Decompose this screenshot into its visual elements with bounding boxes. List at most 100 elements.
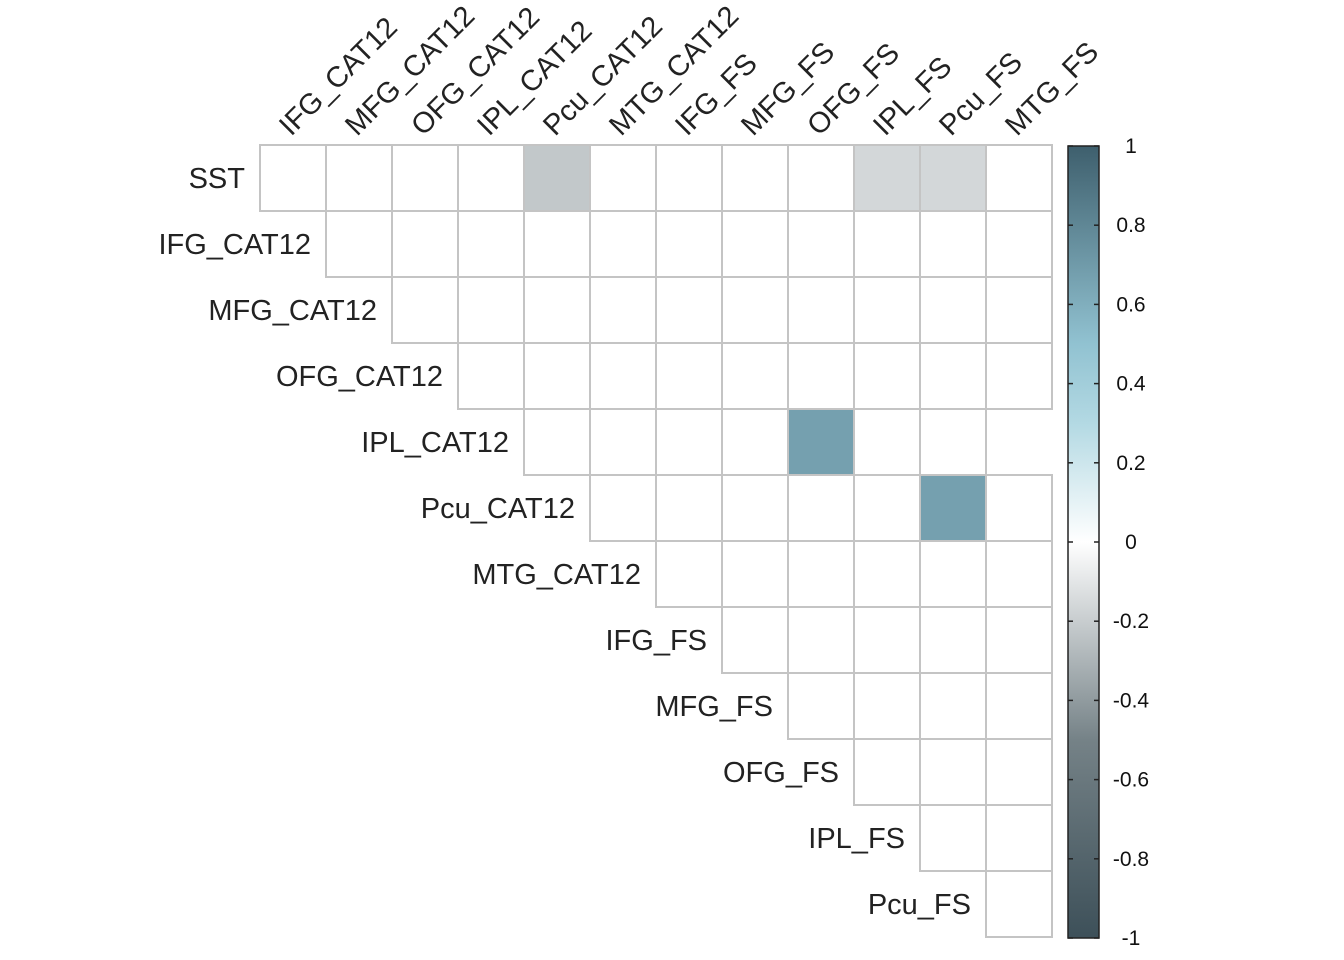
row-label: OFG_FS: [723, 757, 839, 789]
colorbar-ticks: 1 0.8 0.6 0.4 0.2 0 -0.2 -0.4 -0.6 -0.8 -1: [1068, 135, 1149, 950]
row-label: IPL_CAT12: [361, 427, 509, 459]
heatmap-cell: [985, 474, 1053, 542]
heatmap-cell: [655, 474, 723, 542]
heatmap-cell: [985, 738, 1053, 806]
heatmap-cell: [259, 144, 327, 212]
row-label: IFG_CAT12: [158, 229, 311, 261]
heatmap-cell: [325, 210, 393, 278]
colorbar-tick-label: -0.2: [1113, 610, 1149, 633]
heatmap-cell: [919, 210, 987, 278]
heatmap-cell: [919, 738, 987, 806]
heatmap-cell: [919, 540, 987, 608]
heatmap-cell: [721, 408, 789, 476]
heatmap-cell: [985, 276, 1053, 344]
row-label: MTG_CAT12: [472, 559, 641, 591]
heatmap-cell: [853, 540, 921, 608]
heatmap-cell: [985, 870, 1053, 938]
heatmap-cell: [655, 276, 723, 344]
heatmap-cell: [985, 342, 1053, 410]
heatmap-cell: [721, 342, 789, 410]
colorbar-tick-label: -0.6: [1113, 769, 1149, 792]
colorbar-tick-label: 0.8: [1116, 214, 1145, 237]
heatmap-cell: [787, 408, 855, 476]
heatmap-cell: [919, 474, 987, 542]
row-label: Pcu_FS: [868, 889, 971, 921]
heatmap-cell: [985, 210, 1053, 278]
heatmap-cell: [523, 408, 591, 476]
colorbar-tick-label: 0.6: [1116, 293, 1145, 316]
heatmap-cell: [853, 672, 921, 740]
heatmap-cell: [721, 474, 789, 542]
colorbar-tick-label: -1: [1122, 927, 1141, 950]
heatmap-cell: [325, 144, 393, 212]
heatmap-cell: [589, 474, 657, 542]
heatmap-cell: [589, 342, 657, 410]
heatmap-cell: [853, 474, 921, 542]
column-labels: IFG_CAT12MFG_CAT12OFG_CAT12IPL_CAT12Pcu_…: [273, 0, 1105, 142]
heatmap-cell: [853, 144, 921, 212]
heatmap-cell: [985, 672, 1053, 740]
heatmap-cell: [655, 144, 723, 212]
heatmap-cell: [655, 408, 723, 476]
heatmap-cell: [853, 738, 921, 806]
colorbar-tick-label: 1: [1125, 135, 1137, 158]
heatmap-cell: [721, 540, 789, 608]
heatmap-cell: [919, 606, 987, 674]
heatmap-cell: [787, 144, 855, 212]
heatmap-cell: [457, 342, 525, 410]
heatmap-cell: [523, 210, 591, 278]
row-label: IPL_FS: [808, 823, 905, 855]
colorbar-legend: 1 0.8 0.6 0.4 0.2 0 -0.2 -0.4 -0.6 -0.8 -1: [1067, 135, 1149, 950]
heatmap-cell: [589, 210, 657, 278]
column-label: MTG_FS: [999, 36, 1105, 142]
row-labels: SST IFG_CAT12 MFG_CAT12 OFG_CAT12 IPL_CAT12 P…: [158, 163, 971, 921]
heatmap-cell: [919, 342, 987, 410]
heatmap-cell: [523, 342, 591, 410]
colorbar-tick-label: -0.8: [1113, 848, 1149, 871]
heatmap-cell: [919, 408, 987, 476]
heatmap-cell: [919, 276, 987, 344]
heatmap-cell: [787, 540, 855, 608]
heatmap-cell: [721, 144, 789, 212]
row-label: SST: [189, 163, 246, 195]
heatmap-cell: [523, 144, 591, 212]
heatmap-cell: [853, 342, 921, 410]
heatmap-cell: [391, 276, 459, 344]
heatmap-cell: [655, 210, 723, 278]
heatmap-cell: [853, 408, 921, 476]
heatmap-cell: [721, 210, 789, 278]
row-label: Pcu_CAT12: [421, 493, 575, 525]
heatmap-cell: [919, 804, 987, 872]
heatmap-cell: [787, 474, 855, 542]
heatmap-cell: [721, 606, 789, 674]
heatmap-cell: [391, 210, 459, 278]
heatmap-cell: [457, 276, 525, 344]
heatmap-cell: [985, 606, 1053, 674]
row-label: MFG_CAT12: [208, 295, 377, 327]
heatmap-cell: [391, 144, 459, 212]
heatmap-cell: [919, 144, 987, 212]
row-label: IFG_FS: [605, 625, 707, 657]
heatmap-cell: [985, 540, 1053, 608]
colorbar-tick-label: 0.4: [1116, 373, 1146, 396]
heatmap-cell: [655, 540, 723, 608]
heatmap-cell: [589, 408, 657, 476]
heatmap-cells: [259, 144, 1053, 938]
heatmap-cell: [655, 342, 723, 410]
heatmap-cell: [721, 276, 789, 344]
colorbar-tick-label: 0.2: [1116, 452, 1145, 475]
heatmap-cell: [919, 672, 987, 740]
heatmap-cell: [985, 144, 1053, 212]
heatmap-cell: [985, 804, 1053, 872]
heatmap-cell: [787, 606, 855, 674]
heatmap-cell: [787, 672, 855, 740]
colorbar-tick-label: 0: [1125, 531, 1137, 554]
heatmap-cell: [787, 210, 855, 278]
heatmap-cell: [523, 276, 591, 344]
heatmap-cell: [589, 144, 657, 212]
heatmap-cell: [853, 210, 921, 278]
heatmap-cell: [589, 276, 657, 344]
heatmap-cell: [787, 276, 855, 344]
heatmap-cell: [853, 606, 921, 674]
